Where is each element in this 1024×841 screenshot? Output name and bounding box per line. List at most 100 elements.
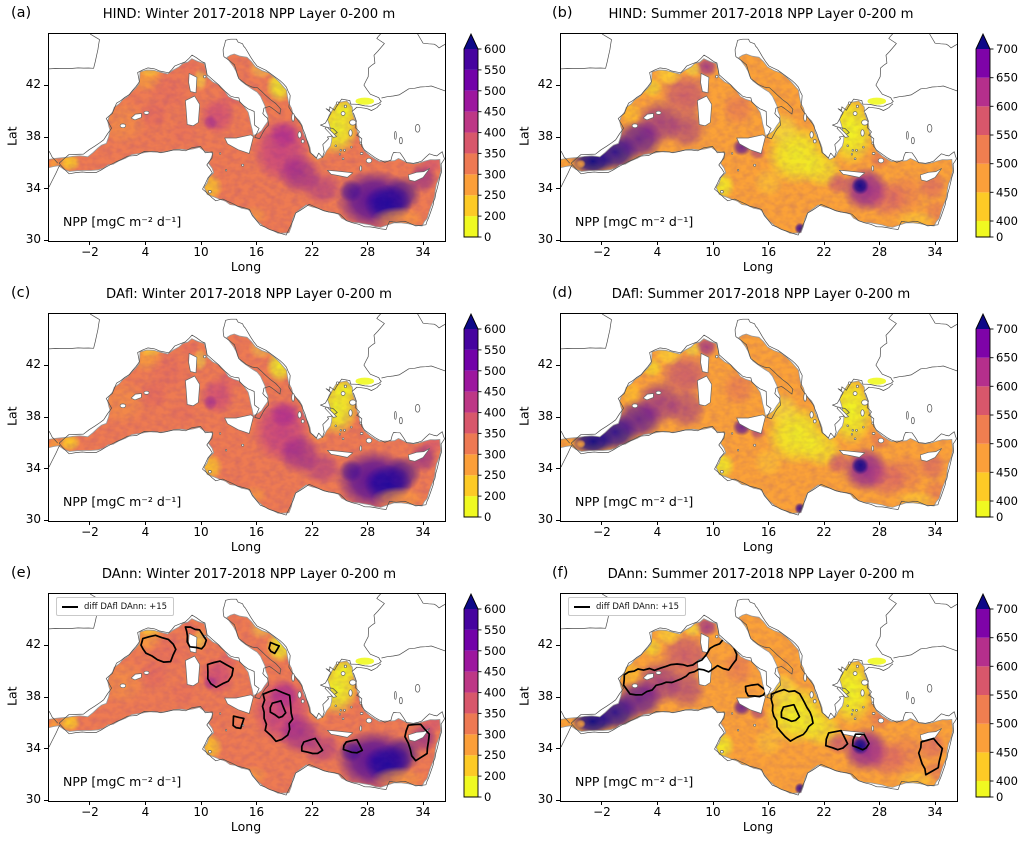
x-tick [712,241,714,245]
x-tick-label: −2 [593,245,611,259]
panel-label: (b) [552,5,573,21]
panel-title: DAfl: Winter 2017-2018 NPP Layer 0-200 m [106,287,392,302]
x-tick [601,241,603,245]
y-tick-label: 38 [537,129,553,144]
colorbar-tick-label: 500 [484,644,506,658]
colorbar: 0 200 250 300 350 400 450 500 550 600 [463,593,506,804]
colorbar-tick-label: 0 [996,510,1003,524]
x-tick [89,241,91,245]
x-tick [89,521,91,525]
x-tick [601,521,603,525]
y-tick-label: 42 [537,637,553,652]
y-tick [556,799,560,801]
marmara-data-patch [867,657,887,665]
colorbar-tick-label: 500 [996,157,1018,171]
colorbar-segment [976,77,990,107]
x-tick [311,801,313,805]
colorbar-segment [464,153,478,175]
y-tick-label: 30 [537,232,553,247]
panel-title: DAfl: Summer 2017-2018 NPP Layer 0-200 m [611,287,911,302]
x-tick-label: 16 [248,805,265,819]
coastline-layer [561,34,957,236]
colorbar-segment [464,650,478,672]
colorbar-segment [464,475,478,497]
colorbar-over-arrow [976,34,990,49]
y-tick-label: 42 [25,357,41,372]
plot-area: diff DAfl DAnn: +15 NPP [mgC m⁻² d⁻¹] [48,593,446,802]
x-tick [422,241,424,245]
x-tick-label: 28 [359,525,376,539]
x-tick [422,801,424,805]
y-axis-label: Lat [4,406,20,427]
x-tick [879,521,881,525]
x-tick-label: 34 [415,525,431,539]
legend-label: diff DAfl DAnn: +15 [84,601,168,612]
x-tick [256,521,258,525]
colorbar-tick-label: 200 [484,769,506,783]
colorbar-tick-label: 300 [484,727,506,741]
colorbar: 0 200 250 300 350 400 450 500 550 600 [463,313,506,524]
x-axis-label: Long [742,539,774,554]
colorbar-segment [464,195,478,217]
colorbar-tick-label: 0 [484,230,491,244]
x-tick-label: 22 [304,245,320,259]
colorbar-tick-label: 600 [484,602,506,616]
y-tick [556,136,560,138]
marmara-data-patch [867,377,887,385]
colorbar-tick-label: 450 [484,665,506,679]
y-axis-label: Lat [4,686,20,707]
x-tick-label: 4 [141,805,150,819]
x-tick [879,241,881,245]
colorbar-segment [464,692,478,714]
colorbar-tick-label: 200 [484,489,506,503]
y-tick [44,239,48,241]
coastline-layer [561,594,957,796]
marmara-data-patch [355,377,375,385]
panel-c: (c) DAfl: Winter 2017-2018 NPP Layer 0-20… [0,280,512,560]
npp-units-annotation: NPP [mgC m⁻² d⁻¹] [575,774,694,789]
y-tick [556,696,560,698]
colorbar-tick-label: 450 [996,465,1018,479]
x-tick [657,241,658,245]
panel-d: (d) DAfl: Summer 2017-2018 NPP Layer 0-20… [512,280,1024,560]
y-tick-label: 30 [537,512,553,527]
x-tick [768,521,770,525]
legend-label: diff DAfl DAnn: +15 [596,601,680,612]
colorbar-segment [464,391,478,413]
islands-layer [119,73,430,194]
x-tick-label: 10 [705,805,721,819]
colorbar-tick-label: 200 [484,209,506,223]
colorbar-segment [464,609,478,630]
plot-area: NPP [mgC m⁻² d⁻¹] [560,313,958,522]
y-tick [44,748,48,750]
y-tick [44,468,48,470]
colorbar-segment [464,174,478,196]
x-tick [200,241,202,245]
x-tick [145,801,146,805]
colorbar-tick-label: 600 [484,42,506,56]
colorbar-segment [976,472,990,501]
contour-legend: diff DAfl DAnn: +15 [56,597,175,616]
x-axis-label: Long [230,259,262,274]
marmara-data-patch [355,657,375,665]
x-tick-label: 4 [141,245,150,259]
map-svg [561,34,957,236]
panel-a: (a) HIND: Winter 2017-2018 NPP Layer 0-20… [0,0,512,280]
y-tick [44,696,48,698]
marmara-data-patch [867,97,887,105]
colorbar-over-arrow [976,314,990,329]
colorbar: 0 400 450 500 550 600 650 700 [975,593,1018,804]
colorbar-segment [976,501,990,517]
x-tick-label: 22 [816,805,832,819]
colorbar-tick-label: 550 [996,128,1018,142]
colorbar-tick-label: 550 [996,408,1018,422]
x-tick-label: 10 [193,805,209,819]
x-tick-label: 16 [760,805,777,819]
colorbar-segment [976,329,990,358]
colorbar-segment [464,755,478,777]
colorbar-segment [976,106,990,135]
panel-label: (e) [11,565,32,581]
x-tick-label: 28 [359,805,376,819]
colorbar-tick-label: 350 [484,146,506,160]
y-axis-label: Lat [4,126,20,147]
